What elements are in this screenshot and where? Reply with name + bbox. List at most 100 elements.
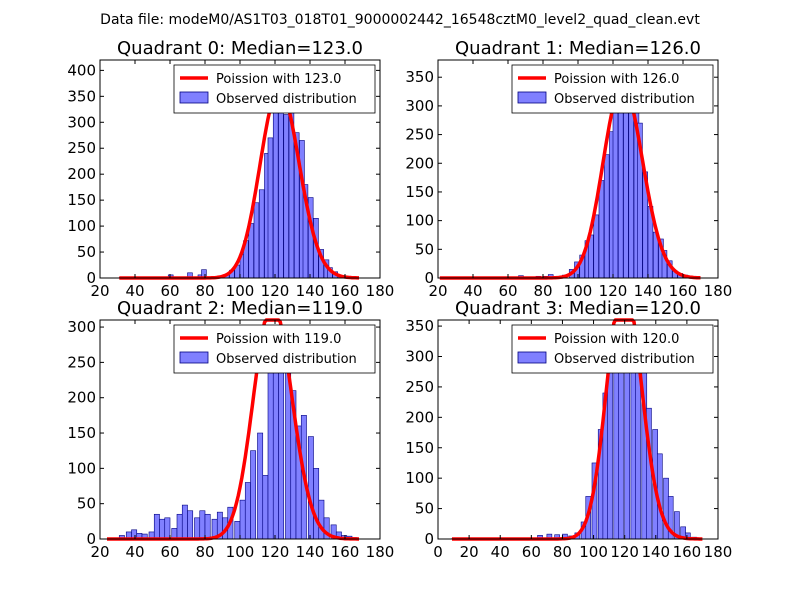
x-tick-label: 140 bbox=[641, 543, 670, 561]
legend-bars-label: Observed distribution bbox=[216, 352, 357, 367]
x-tick-label: 120 bbox=[261, 543, 290, 561]
legend-box bbox=[173, 324, 376, 374]
x-tick-label: 180 bbox=[366, 543, 395, 561]
x-tick-label: 140 bbox=[634, 282, 663, 300]
histogram-bars bbox=[441, 85, 694, 279]
x-tick-label: 60 bbox=[160, 282, 179, 300]
y-tick-label: 400 bbox=[67, 61, 96, 79]
legend-curve-label: Poission with 123.0 bbox=[216, 72, 341, 87]
x-tick-label: 20 bbox=[428, 282, 447, 300]
histogram-bar bbox=[159, 518, 166, 540]
legend-bars-label: Observed distribution bbox=[554, 92, 695, 107]
histogram-bar bbox=[153, 513, 160, 540]
x-tick-label: 80 bbox=[195, 282, 214, 300]
legend-box bbox=[173, 64, 376, 114]
histogram-bar bbox=[204, 513, 211, 540]
panel-title: Quadrant 1: Median=126.0 bbox=[455, 38, 701, 59]
histogram-bar bbox=[593, 214, 599, 279]
plot-area: 20 40 60 80 100 120 140 160 180 0 50 100 150 200 250 30… bbox=[67, 318, 394, 561]
y-tick-label: 0 bbox=[86, 269, 96, 287]
legend-curve-label: Poission with 126.0 bbox=[554, 72, 679, 87]
x-tick-label: 160 bbox=[669, 282, 698, 300]
y-tick-label: 250 bbox=[405, 378, 434, 396]
plot-area: 20 40 60 80 100 120 140 160 180 0 50 100 150 200 250 30… bbox=[405, 59, 732, 300]
histogram-bar bbox=[607, 368, 613, 540]
histogram-bar bbox=[244, 482, 251, 540]
y-tick-label: 100 bbox=[405, 469, 434, 487]
legend-box bbox=[511, 324, 714, 374]
legend-bars-swatch bbox=[179, 91, 209, 104]
legend-bars-swatch bbox=[179, 351, 209, 364]
x-tick-label: 160 bbox=[331, 282, 360, 300]
panel-title: Quadrant 0: Median=123.0 bbox=[117, 38, 363, 59]
x-tick-label: 20 bbox=[90, 282, 109, 300]
histogram-bar bbox=[283, 114, 289, 279]
x-tick-label: 80 bbox=[195, 543, 214, 561]
poisson-curve bbox=[439, 83, 701, 280]
histogram-bar bbox=[278, 88, 284, 279]
y-tick-label: 350 bbox=[405, 68, 434, 86]
histogram-bar bbox=[248, 223, 254, 279]
x-tick-label: 100 bbox=[564, 282, 593, 300]
histogram-bar bbox=[617, 96, 624, 279]
x-tick-label: 100 bbox=[226, 282, 255, 300]
x-tick-label: 20 bbox=[90, 543, 109, 561]
histogram-bar bbox=[318, 499, 325, 540]
x-tick-label: 100 bbox=[226, 543, 255, 561]
histogram-bar bbox=[234, 521, 241, 540]
y-tick-label: 50 bbox=[77, 495, 96, 513]
y-tick-label: 200 bbox=[67, 165, 96, 183]
panel-quadrant-3: Quadrant 3: Median=120.0 0 20 40 60 80 100 120… bbox=[405, 298, 732, 561]
legend-curve-label: Poission with 119.0 bbox=[216, 332, 341, 347]
y-tick-label: 250 bbox=[67, 139, 96, 157]
x-tick-label: 80 bbox=[533, 282, 552, 300]
y-tick-label: 250 bbox=[67, 353, 96, 371]
y-tick-label: 150 bbox=[405, 439, 434, 457]
x-tick-label: 180 bbox=[704, 543, 733, 561]
y-tick-label: 300 bbox=[67, 113, 96, 131]
y-tick-label: 200 bbox=[405, 408, 434, 426]
x-tick-label: 120 bbox=[610, 543, 639, 561]
y-tick-label: 300 bbox=[405, 97, 434, 115]
histogram-bar bbox=[250, 450, 257, 540]
x-tick-label: 100 bbox=[579, 543, 608, 561]
y-tick-label: 200 bbox=[67, 389, 96, 407]
y-tick-label: 0 bbox=[86, 530, 96, 548]
histogram-bar bbox=[194, 517, 201, 540]
x-tick-label: 80 bbox=[553, 543, 572, 561]
legend-bars-label: Observed distribution bbox=[554, 352, 695, 367]
y-tick-label: 150 bbox=[67, 424, 96, 442]
y-tick-label: 50 bbox=[415, 240, 434, 258]
x-tick-label: 140 bbox=[296, 282, 325, 300]
histogram-bar bbox=[628, 99, 634, 279]
legend: Poission with 119.0 Observed distribution bbox=[173, 324, 376, 374]
y-tick-label: 0 bbox=[424, 530, 434, 548]
histogram-bar bbox=[603, 154, 610, 279]
x-tick-label: 60 bbox=[498, 282, 517, 300]
legend-curve-label: Poission with 120.0 bbox=[554, 332, 679, 347]
y-tick-label: 150 bbox=[405, 183, 434, 201]
histogram-bar bbox=[164, 517, 171, 540]
x-tick-label: 40 bbox=[463, 282, 482, 300]
panel-title: Quadrant 2: Median=119.0 bbox=[117, 298, 363, 319]
y-tick-label: 350 bbox=[405, 317, 434, 335]
legend: Poission with 126.0 Observed distribution bbox=[511, 64, 714, 114]
y-tick-label: 250 bbox=[405, 126, 434, 144]
histogram-bar bbox=[618, 347, 624, 540]
legend-bars-swatch bbox=[517, 351, 547, 364]
x-tick-label: 40 bbox=[125, 282, 144, 300]
legend-bars-label: Observed distribution bbox=[216, 92, 357, 107]
panel-quadrant-1: Quadrant 1: Median=126.0 20 40 60 80 100 120 1… bbox=[405, 38, 732, 300]
histogram-bar bbox=[612, 105, 619, 279]
y-tick-label: 200 bbox=[405, 154, 434, 172]
x-tick-label: 40 bbox=[491, 543, 510, 561]
histogram-bar bbox=[623, 85, 629, 279]
x-tick-label: 60 bbox=[160, 543, 179, 561]
x-tick-label: 180 bbox=[366, 282, 395, 300]
histogram-bar bbox=[181, 504, 188, 540]
legend: Poission with 120.0 Observed distribution bbox=[511, 324, 714, 374]
histogram-bar bbox=[253, 202, 260, 279]
histogram-bar bbox=[272, 103, 279, 279]
legend-box bbox=[511, 64, 714, 114]
